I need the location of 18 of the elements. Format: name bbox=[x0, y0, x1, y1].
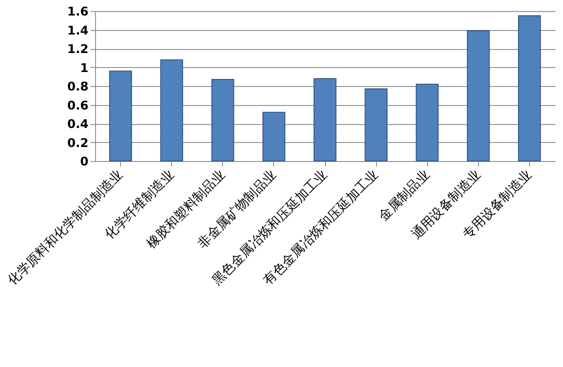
y-tick-label: 0 bbox=[80, 154, 88, 168]
y-tick-label: 1.6 bbox=[67, 4, 88, 18]
bar bbox=[262, 112, 286, 162]
y-tick-label: 0.8 bbox=[67, 80, 88, 94]
y-tick-label: 1.2 bbox=[67, 42, 88, 56]
bar bbox=[109, 70, 132, 162]
y-tick-label: 0.6 bbox=[67, 98, 88, 112]
y-tick-label: 0.4 bbox=[67, 117, 88, 131]
bar bbox=[160, 59, 184, 162]
bar bbox=[518, 15, 541, 162]
bar bbox=[416, 84, 439, 162]
bar bbox=[364, 88, 388, 162]
y-tick-label: 0.2 bbox=[67, 136, 88, 150]
y-tick-label: 1 bbox=[80, 60, 88, 75]
bar bbox=[211, 79, 234, 162]
bar bbox=[466, 30, 490, 162]
y-tick-label: 1.4 bbox=[67, 23, 88, 38]
bar bbox=[314, 78, 336, 162]
